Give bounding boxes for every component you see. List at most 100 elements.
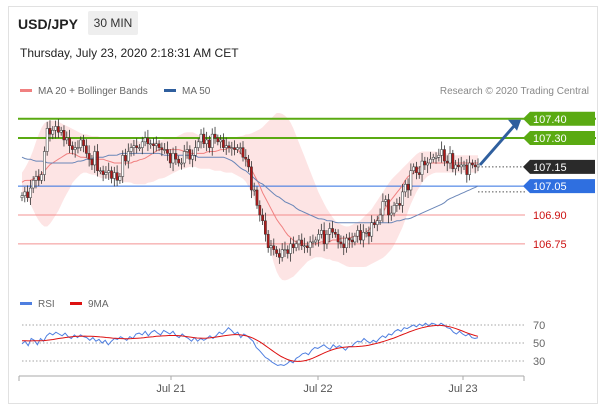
candle-body [434, 157, 438, 159]
candle-body [70, 145, 74, 150]
candle-body [107, 170, 111, 173]
candle-body [398, 203, 402, 206]
candle-body [236, 147, 239, 150]
forecast-arrow [478, 122, 518, 166]
candle-body [440, 149, 444, 156]
candle-body [238, 147, 242, 149]
candle-body [375, 220, 379, 225]
candle-body [20, 195, 24, 198]
candle-body [319, 230, 323, 235]
candle-body [177, 158, 181, 164]
candle-body [23, 191, 27, 196]
rsi-tick-50: 50 [533, 338, 545, 350]
candle-body [283, 249, 287, 251]
candle-body [76, 147, 80, 149]
candle-body [194, 147, 197, 156]
x-tick-label: Jul 22 [303, 383, 332, 395]
candle-body [286, 249, 290, 254]
level-label-106.90: 106.90 [533, 210, 567, 222]
candle-body [272, 245, 276, 250]
candle-body [454, 164, 457, 170]
research-credit: Research © 2020 Trading Central [439, 86, 589, 97]
rsi-tick-30: 30 [533, 356, 545, 368]
candle-body [68, 137, 71, 146]
candle-body [90, 158, 94, 166]
candle-body [244, 157, 248, 160]
candle-body [431, 157, 435, 160]
candle-body [233, 147, 236, 150]
candle-body [322, 230, 326, 245]
rsi-line [21, 322, 479, 367]
candle-body [297, 239, 301, 245]
candle-body [48, 128, 52, 135]
candle-body [29, 187, 32, 198]
candle-body [230, 147, 234, 149]
candle-body [361, 232, 365, 241]
candle-body [266, 234, 270, 248]
candle-body [62, 130, 66, 141]
candle-body [129, 147, 133, 152]
candle-body [367, 232, 371, 237]
candle-body [339, 241, 343, 245]
candle-body [87, 153, 91, 160]
candle-body [471, 162, 474, 166]
candle-body [294, 243, 298, 248]
candle-body [359, 230, 362, 241]
candle-body [59, 130, 63, 133]
candle-body [199, 133, 203, 143]
candle-body [191, 155, 195, 160]
candle-body [188, 149, 192, 160]
currency-pair-title: USD/JPY [18, 16, 78, 32]
candle-body [250, 166, 253, 191]
candle-body [118, 176, 122, 181]
candle-body [98, 170, 102, 172]
candle-body [146, 137, 150, 145]
candle-body [174, 153, 178, 160]
candle-body [138, 147, 141, 149]
candle-body [216, 137, 220, 143]
candle-body [392, 205, 396, 214]
candle-body [473, 164, 477, 168]
candle-body [73, 147, 77, 150]
candle-body [264, 220, 267, 235]
candle-body [51, 130, 55, 135]
candle-body [171, 153, 175, 164]
legend-9ma-label: 9MA [88, 299, 109, 310]
candle-body [317, 234, 320, 241]
candle-body [342, 243, 346, 248]
candle-body [224, 145, 228, 148]
candle-body [255, 189, 259, 206]
candle-body [45, 128, 49, 152]
candle-body [409, 170, 413, 191]
candle-body [353, 235, 357, 243]
candle-body [381, 201, 385, 216]
candle-body [420, 160, 424, 175]
candle-body [384, 199, 388, 202]
legend-rsi-label: RSI [38, 299, 55, 310]
candle-body [258, 205, 262, 216]
candle-body [403, 183, 407, 193]
candle-body [196, 141, 200, 148]
candle-body [26, 191, 29, 198]
candle-body [275, 249, 278, 254]
candle-body [448, 153, 452, 164]
candle-body [84, 145, 88, 154]
candle-body [93, 151, 97, 166]
candle-body [308, 241, 312, 248]
candle-body [412, 166, 416, 171]
candle-body [205, 139, 209, 145]
candle-body [300, 239, 304, 247]
candle-body [350, 239, 354, 243]
candle-body [468, 162, 471, 175]
candle-body [269, 245, 273, 248]
rsi-swatch [20, 301, 32, 305]
candle-body [252, 189, 256, 192]
candle-body [157, 143, 161, 148]
x-tick-label: Jul 21 [156, 383, 185, 395]
candle-body [345, 237, 348, 248]
timeframe-badge[interactable]: 30 MIN [88, 11, 138, 35]
candle-body [415, 166, 418, 173]
candle-body [459, 164, 463, 168]
candle-body [202, 133, 206, 145]
candle-body [395, 203, 399, 206]
